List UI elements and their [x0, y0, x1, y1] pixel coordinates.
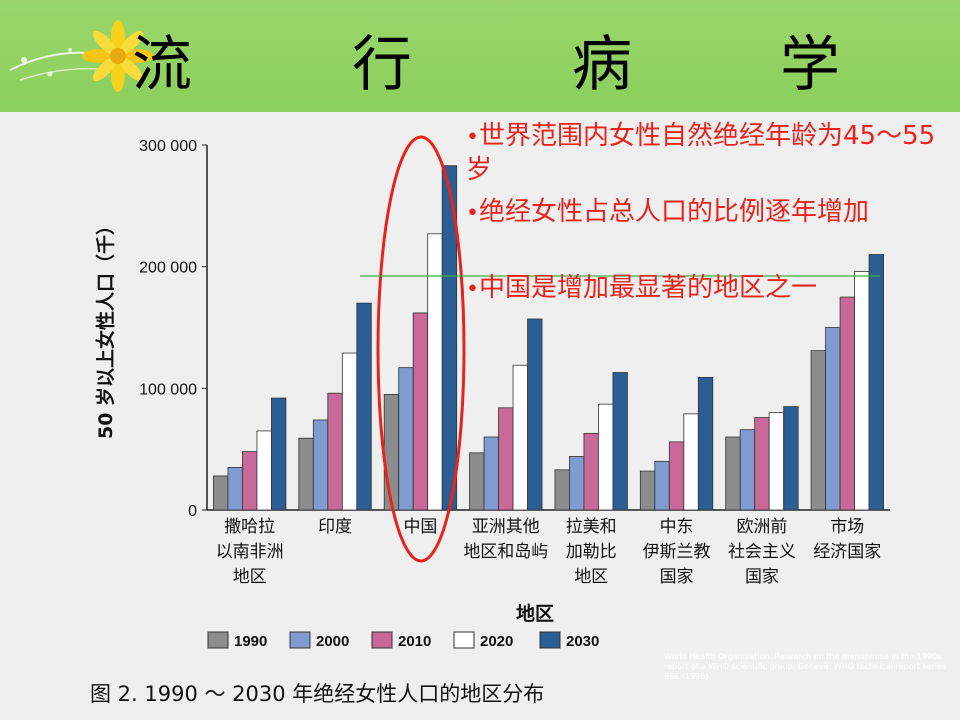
- bar-2000: [825, 327, 841, 511]
- x-tick-label: 印度: [318, 517, 352, 537]
- bar-1990: [383, 394, 400, 511]
- bar-1990: [298, 437, 314, 511]
- slide-title: 流 行 病 学: [0, 30, 960, 100]
- bar-2000: [227, 467, 243, 511]
- legend-label-2000: 2000: [316, 633, 349, 650]
- bar-2000: [398, 367, 414, 511]
- bar-2020: [768, 412, 785, 511]
- bar-2030: [271, 397, 287, 511]
- bullet-item: •绝经女性占总人口的比例逐年增加: [466, 197, 869, 227]
- bullet-text: 中国是增加最显著的地区之一: [478, 273, 817, 303]
- y-tick-label: 100 000: [139, 381, 197, 398]
- x-tick-label: 欧洲前: [736, 517, 787, 537]
- x-tick-label: 地区: [233, 567, 267, 587]
- bar-2020: [427, 233, 443, 511]
- bar-2030: [527, 318, 543, 511]
- title-char: 学: [780, 30, 840, 100]
- legend-swatch-2010: [371, 631, 393, 649]
- bar-2020: [256, 430, 272, 511]
- bar-2030: [697, 376, 714, 511]
- bar-2000: [312, 419, 329, 511]
- bar-1990: [810, 350, 826, 511]
- bar-2030: [868, 254, 884, 511]
- x-tick-label: 以南非洲: [216, 542, 284, 562]
- y-axis-label: 50 岁以上女性人口（千）: [94, 216, 117, 439]
- bar-2010: [242, 451, 258, 511]
- bullet-text: 世界范围内女性自然绝经年龄为45～55岁: [466, 121, 936, 185]
- bar-2010: [583, 432, 599, 511]
- y-tick-label: 200 000: [139, 260, 197, 277]
- bar-1990: [554, 469, 570, 511]
- bar-2010: [839, 296, 855, 511]
- title-char: 行: [352, 30, 412, 100]
- legend-label-2010: 2010: [398, 633, 431, 650]
- x-tick-label: 社会主义: [728, 542, 796, 562]
- bar-2020: [598, 403, 614, 511]
- bar-1990: [725, 436, 741, 511]
- legend-label-1990: 1990: [234, 633, 267, 650]
- x-tick-label: 拉美和: [566, 517, 617, 537]
- slide-header: 流 行 病 学: [0, 0, 960, 112]
- bullet-text: 绝经女性占总人口的比例逐年增加: [478, 197, 869, 227]
- legend-swatch-2020: [453, 631, 475, 649]
- bar-2000: [569, 456, 585, 511]
- x-tick-label: 伊斯兰教: [643, 542, 711, 562]
- x-tick-label: 经济国家: [813, 542, 881, 562]
- bullet-item: •中国是增加最显著的地区之一: [466, 273, 817, 303]
- x-tick-label: 国家: [660, 567, 694, 587]
- legend-label-2020: 2020: [480, 633, 513, 650]
- bar-2010: [327, 392, 343, 511]
- x-tick-label: 市场: [830, 517, 864, 537]
- bar-2010: [754, 417, 770, 511]
- bar-2000: [739, 429, 756, 511]
- figure-caption: 图 2. 1990 ～ 2030 年绝经女性人口的地区分布: [90, 682, 545, 706]
- bar-2020: [683, 413, 699, 511]
- title-char: 病: [572, 30, 632, 100]
- y-tick-label: 0: [188, 503, 197, 520]
- legend-swatch-1990: [207, 631, 229, 649]
- bar-2000: [483, 436, 499, 511]
- legend-swatch-2000: [289, 631, 311, 649]
- x-tick-label: 撒哈拉: [224, 517, 275, 537]
- x-tick-label: 地区: [574, 567, 608, 587]
- legend-label-2030: 2030: [566, 633, 599, 650]
- bar-1990: [639, 470, 656, 511]
- bar-2020: [512, 364, 528, 511]
- title-char: 流: [132, 30, 192, 100]
- bar-chart: 0 100 000 200 000 300 000 50 岁以上女性人口（千） 撒哈拉以南…: [94, 135, 890, 650]
- bar-2010: [412, 312, 429, 511]
- bar-2020: [854, 271, 870, 511]
- bar-2020: [341, 352, 358, 511]
- bar-1990: [469, 452, 485, 511]
- bullet-item: •世界范围内女性自然绝经年龄为45～55岁: [466, 121, 936, 185]
- bar-2010: [668, 441, 685, 511]
- x-tick-label: 地区和岛屿: [463, 542, 548, 562]
- x-tick-label: 中国: [403, 517, 437, 537]
- bar-2030: [356, 302, 372, 511]
- y-tick-label: 300 000: [139, 138, 197, 155]
- x-axis-label: 地区: [516, 602, 554, 625]
- bar-2010: [498, 407, 514, 511]
- bar-2000: [654, 460, 670, 511]
- x-tick-label: 加勒比: [566, 542, 617, 562]
- bar-1990: [213, 475, 229, 511]
- x-tick-label: 国家: [745, 567, 779, 587]
- legend-swatch-2030: [539, 631, 561, 649]
- source-credit: World Health Organization. Research on t…: [664, 652, 947, 681]
- bar-2030: [612, 372, 628, 511]
- flower-decoration-icon: [9, 20, 154, 92]
- x-tick-label: 中东: [660, 517, 694, 537]
- bar-2030: [783, 406, 799, 511]
- highlight-ellipse: [376, 135, 466, 563]
- x-tick-label: 亚洲其他: [472, 517, 540, 537]
